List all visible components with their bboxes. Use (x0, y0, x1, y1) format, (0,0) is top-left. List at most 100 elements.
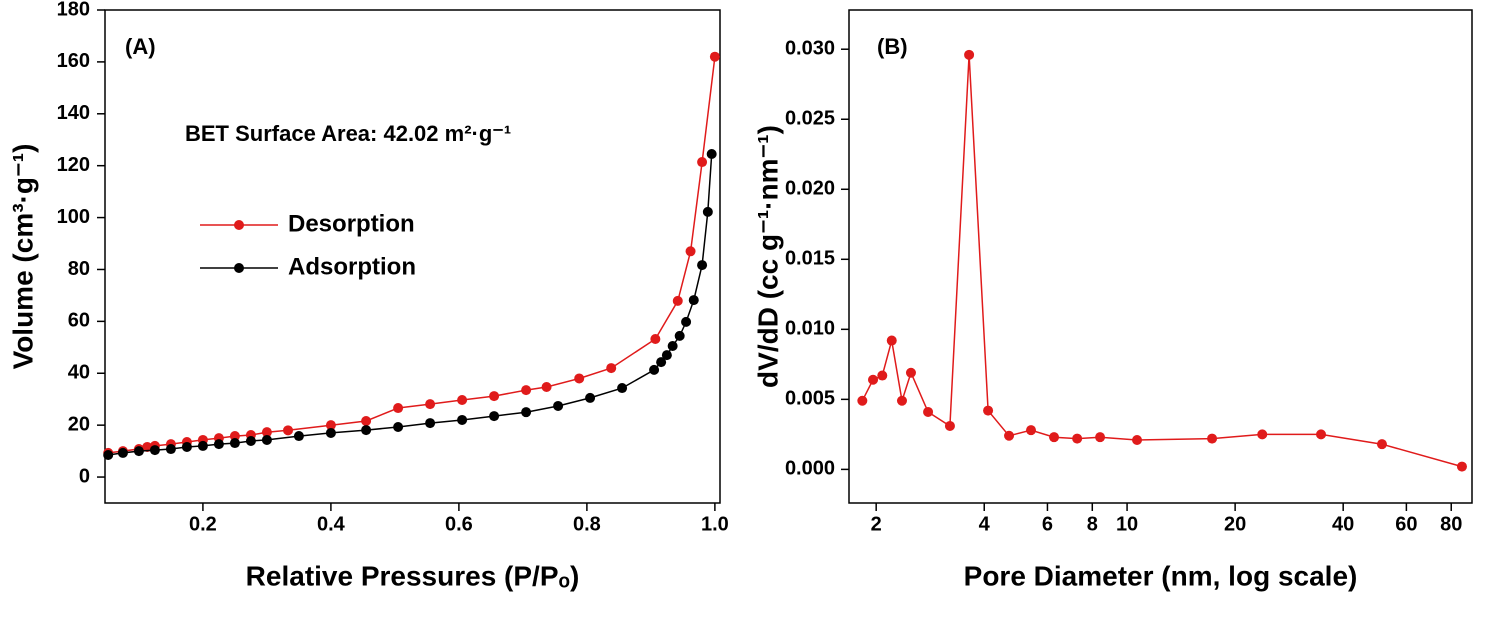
data-point (133, 446, 144, 457)
data-point (213, 439, 224, 450)
data-point (585, 392, 596, 403)
data-point (425, 418, 436, 429)
y-tick-label: 0.020 (785, 178, 835, 200)
data-point (672, 295, 683, 306)
y-tick-label: 40 (68, 362, 90, 384)
annotation: (A) (125, 34, 156, 59)
data-point (325, 420, 336, 431)
y-tick-label: 0 (79, 465, 90, 487)
x-tick-label: 40 (1332, 513, 1354, 535)
data-point (361, 425, 372, 436)
y-tick-label: 180 (57, 0, 90, 20)
y-tick-label: 0.010 (785, 318, 835, 340)
data-point (674, 330, 685, 341)
y-tick-label: 100 (57, 206, 90, 228)
data-point (896, 395, 907, 406)
data-point (489, 411, 500, 422)
x-tick-label: 10 (1116, 513, 1138, 535)
data-point (1456, 461, 1467, 472)
data-point (149, 445, 160, 456)
data-point (361, 416, 372, 427)
data-point (905, 367, 916, 378)
data-point (1049, 432, 1060, 443)
annotation: BET Surface Area: 42.02 m²·g⁻¹ (185, 121, 511, 146)
data-point (553, 400, 564, 411)
series-line (108, 153, 713, 456)
x-tick-label: 4 (979, 513, 991, 535)
x-tick-label: 1.0 (701, 513, 729, 535)
series-line (861, 54, 1463, 468)
legend-marker (234, 263, 244, 273)
legend-marker (234, 220, 244, 230)
data-point (650, 334, 661, 345)
data-point (606, 363, 617, 374)
y-tick-label: 160 (57, 50, 90, 72)
data-point (685, 246, 696, 257)
x-tick-label: 20 (1224, 513, 1246, 535)
data-point (521, 407, 532, 418)
data-point (1376, 439, 1387, 450)
data-point (1132, 434, 1143, 445)
y-tick-label: 0.005 (785, 388, 835, 410)
data-point (229, 431, 240, 442)
x-tick-label: 60 (1395, 513, 1417, 535)
x-tick-label: 0.4 (317, 513, 346, 535)
y-axis-title: dV/dD (cc g⁻¹·nm⁻¹) (752, 125, 783, 388)
data-point (983, 405, 994, 416)
data-point (857, 395, 868, 406)
x-tick-label: 80 (1440, 513, 1462, 535)
data-point (661, 350, 672, 361)
data-point (393, 403, 404, 414)
data-point (617, 383, 628, 394)
y-tick-label: 0.030 (785, 37, 835, 59)
data-point (261, 434, 272, 445)
data-point (656, 357, 667, 368)
data-point (457, 414, 468, 425)
series-line (108, 56, 716, 454)
data-point (489, 391, 500, 402)
y-tick-label: 120 (57, 154, 90, 176)
y-tick-label: 80 (68, 258, 90, 280)
data-point (142, 441, 153, 452)
data-point (165, 444, 176, 455)
data-point (1026, 425, 1037, 436)
data-point (706, 149, 717, 160)
data-point (649, 364, 660, 375)
data-point (574, 373, 585, 384)
x-axis-title: Pore Diameter (nm, log scale) (964, 560, 1358, 591)
data-point (197, 440, 208, 451)
x-tick-label: 8 (1087, 513, 1098, 535)
data-point (1257, 429, 1268, 440)
y-tick-label: 140 (57, 102, 90, 124)
data-point (229, 438, 240, 449)
legend-label: Adsorption (288, 253, 416, 280)
data-point (944, 420, 955, 431)
plot-frame (848, 9, 1473, 504)
y-tick-label: 20 (68, 413, 90, 435)
legend-label: Desorption (288, 210, 415, 237)
data-point (457, 394, 468, 405)
data-point (868, 374, 879, 385)
data-point (425, 399, 436, 410)
data-point (1072, 433, 1083, 444)
x-tick-label: 6 (1042, 513, 1053, 535)
data-point (1316, 429, 1327, 440)
annotation: (B) (877, 34, 908, 59)
data-point (877, 370, 888, 381)
data-point (964, 49, 975, 60)
plot-frame (104, 9, 721, 504)
y-tick-label: 60 (68, 310, 90, 332)
x-tick-label: 2 (871, 513, 882, 535)
data-point (923, 406, 934, 417)
data-point (245, 435, 256, 446)
data-point (521, 385, 532, 396)
y-tick-label: 0.000 (785, 458, 835, 480)
data-point (709, 51, 720, 62)
data-point (1004, 430, 1015, 441)
data-point (393, 421, 404, 432)
data-point (1207, 433, 1218, 444)
data-point (697, 260, 708, 271)
data-point (886, 335, 897, 346)
data-point (688, 295, 699, 306)
